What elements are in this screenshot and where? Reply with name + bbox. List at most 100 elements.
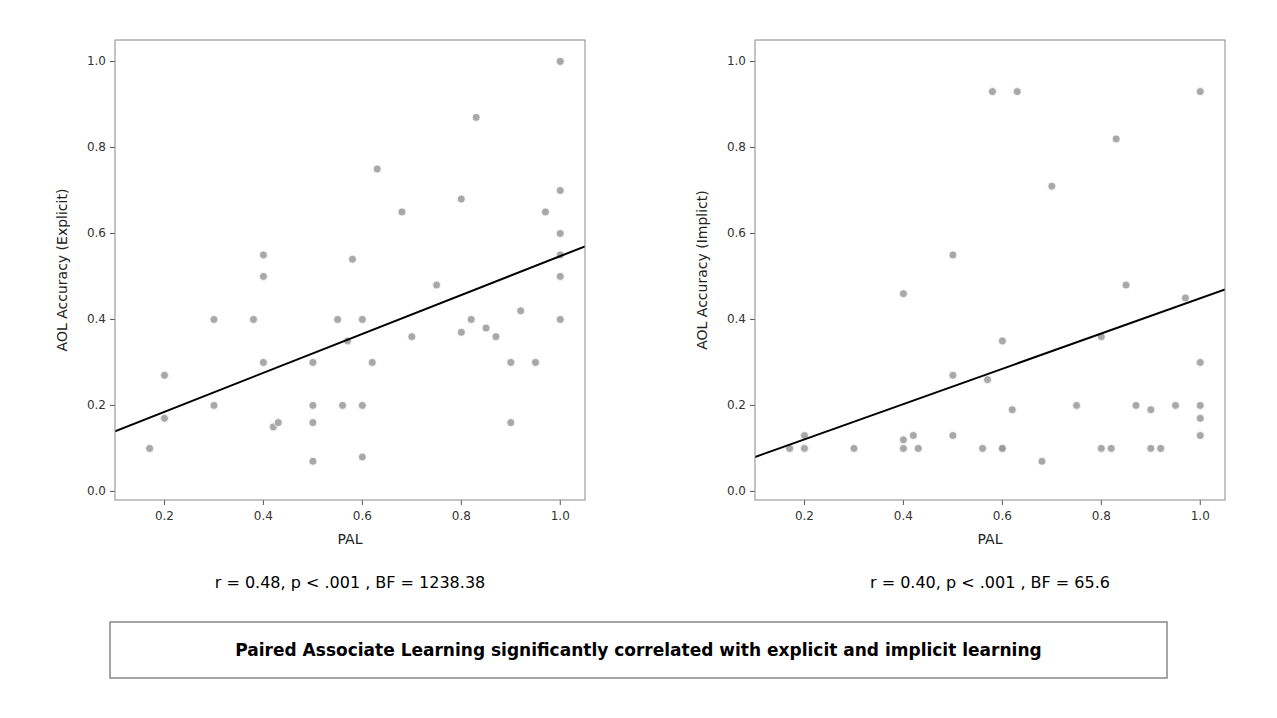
scatter-point (949, 432, 957, 440)
plot-area (755, 40, 1225, 500)
marks (755, 88, 1225, 466)
scatter-point (259, 272, 267, 280)
scatter-point (274, 419, 282, 427)
x-tick-label: 0.6 (353, 509, 372, 523)
scatter-point (492, 333, 500, 341)
plot-frame (115, 40, 585, 500)
scatter-point (850, 444, 858, 452)
scatter-point (259, 251, 267, 259)
y-tick (750, 319, 755, 320)
y-tick (110, 319, 115, 320)
scatter-point (309, 419, 317, 427)
summary-text: Paired Associate Learning significantly … (235, 640, 1041, 660)
y-axis-label: AOL Accuracy (Explicit) (54, 189, 70, 352)
scatter-point (1048, 182, 1056, 190)
background (0, 0, 1277, 718)
scatter-point (348, 255, 356, 263)
scatter-point (467, 315, 475, 323)
scatter-point (457, 328, 465, 336)
x-tick-label: 0.2 (155, 509, 174, 523)
scatter-point (556, 229, 564, 237)
scatter-point (899, 290, 907, 298)
y-tick-label: 0.2 (87, 398, 106, 412)
scatter-point (1013, 88, 1021, 96)
scatter-point (998, 444, 1006, 452)
y-tick-label: 0.8 (727, 140, 746, 154)
scatter-point (541, 208, 549, 216)
scatter-point (334, 315, 342, 323)
scatter-point (210, 401, 218, 409)
y-tick (750, 405, 755, 406)
scatter-point (1008, 406, 1016, 414)
x-tick-label: 0.4 (894, 509, 913, 523)
figure: 0.2 0.4 0.6 0.8 1.0 0.0 0.2 0.4 0.6 0.8 1.0 PAL AOL … (0, 0, 1277, 718)
scatter-point (457, 195, 465, 203)
x-tick (263, 500, 264, 505)
stats-annotation: r = 0.40, p < .001 , BF = 65.6 (870, 573, 1110, 592)
scatter-point (210, 315, 218, 323)
scatter-point (1122, 281, 1130, 289)
x-tick-label: 0.8 (1092, 509, 1111, 523)
scatter-point (250, 315, 258, 323)
regression-line (115, 246, 585, 431)
scatter-point (358, 453, 366, 461)
scatter-point (160, 371, 168, 379)
scatter-point (517, 307, 525, 315)
x-tick (1002, 500, 1003, 505)
scatter-point (532, 358, 540, 366)
scatter-point (482, 324, 490, 332)
scatter-point (339, 401, 347, 409)
scatter-point (309, 401, 317, 409)
scatter-point (914, 444, 922, 452)
scatter-point (556, 186, 564, 194)
scatter-point (1107, 444, 1115, 452)
x-tick (903, 500, 904, 505)
scatter-point (309, 457, 317, 465)
scatter-point (988, 88, 996, 96)
scatter-point (373, 165, 381, 173)
scatter-point (1196, 432, 1204, 440)
scatter-point (358, 401, 366, 409)
scatter-point (1073, 401, 1081, 409)
x-tick (804, 500, 805, 505)
scatter-point (1172, 401, 1180, 409)
y-tick (110, 233, 115, 234)
y-tick (750, 147, 755, 148)
y-tick-label: 1.0 (727, 54, 746, 68)
y-tick-label: 0.8 (87, 140, 106, 154)
x-tick (164, 500, 165, 505)
summary-box (110, 622, 1167, 678)
x-tick-label: 0.2 (795, 509, 814, 523)
y-tick-label: 0.4 (87, 312, 106, 326)
y-tick-label: 1.0 (87, 54, 106, 68)
x-tick (362, 500, 363, 505)
scatter-point (1147, 406, 1155, 414)
x-tick-label: 1.0 (1191, 509, 1210, 523)
y-tick-label: 0.2 (727, 398, 746, 412)
scatter-point (146, 444, 154, 452)
stats-annotation: r = 0.48, p < .001 , BF = 1238.38 (215, 573, 486, 592)
y-tick-label: 0.6 (87, 226, 106, 240)
y-tick-label: 0.4 (727, 312, 746, 326)
scatter-point (984, 376, 992, 384)
y-tick-label: 0.6 (727, 226, 746, 240)
plot-area (115, 40, 585, 500)
scatter-point (1157, 444, 1165, 452)
scatter-point (368, 358, 376, 366)
y-tick-label: 0.0 (727, 484, 746, 498)
scatter-point (998, 444, 1006, 452)
scatter-point (979, 444, 987, 452)
y-axis-label: AOL Accuracy (Implict) (694, 190, 710, 350)
y-tick (110, 61, 115, 62)
y-tick (110, 491, 115, 492)
y-tick (750, 491, 755, 492)
x-axis-label: PAL (338, 531, 363, 547)
scatter-point (433, 281, 441, 289)
x-tick (560, 500, 561, 505)
scatter-point (556, 272, 564, 280)
y-tick (110, 147, 115, 148)
scatter-point (998, 337, 1006, 345)
y-tick (110, 405, 115, 406)
scatter-point (408, 333, 416, 341)
scatter-point (358, 315, 366, 323)
